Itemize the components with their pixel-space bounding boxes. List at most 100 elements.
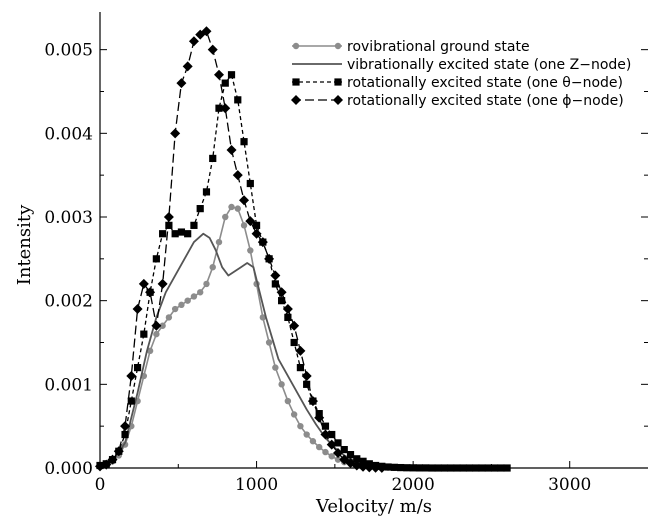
data-point <box>151 320 162 331</box>
data-point <box>153 330 160 338</box>
data-point <box>276 287 287 298</box>
data-point <box>314 412 325 423</box>
data-point <box>209 154 217 163</box>
data-point <box>170 128 181 139</box>
data-point <box>296 363 305 372</box>
data-point <box>376 462 387 473</box>
legend-marker <box>333 95 343 105</box>
x-tick-label: 3000 <box>548 475 591 495</box>
data-point <box>251 228 262 239</box>
data-point <box>232 170 243 181</box>
legend: rovibrational ground state vibrationally … <box>291 39 631 109</box>
data-point <box>326 439 337 450</box>
y-tick-label: 0.004 <box>44 124 93 144</box>
data-point <box>364 462 375 473</box>
data-point <box>222 213 229 221</box>
data-point <box>453 464 461 472</box>
data-point <box>127 397 135 405</box>
data-point <box>132 304 143 315</box>
legend-label: rotationally excited state (one θ−node) <box>347 75 623 91</box>
data-point <box>228 203 235 211</box>
data-point <box>246 179 254 188</box>
data-point <box>497 464 505 472</box>
y-tick-label: 0.000 <box>44 459 93 479</box>
data-point <box>465 464 474 472</box>
data-point <box>328 430 336 439</box>
data-point <box>472 464 480 472</box>
data-point <box>196 205 204 213</box>
legend-entry-2: vibrationally excited state (one Z−node) <box>292 57 631 73</box>
data-point <box>322 448 329 456</box>
data-point <box>188 36 199 47</box>
series-line <box>99 30 382 469</box>
data-point <box>332 447 343 458</box>
data-point <box>226 145 237 156</box>
data-point <box>278 297 286 305</box>
x-tick-label: 2000 <box>392 475 435 495</box>
series-4 <box>95 26 387 473</box>
data-point <box>397 463 405 472</box>
legend-entry-3: rotationally excited state (one θ−node) <box>292 75 623 91</box>
data-point <box>278 381 285 388</box>
data-point <box>159 322 166 329</box>
data-point <box>240 222 248 229</box>
data-point <box>257 237 268 248</box>
data-point <box>447 464 455 472</box>
y-axis-label: Intensity <box>14 204 35 285</box>
y-tick-label: 0.005 <box>44 41 93 61</box>
data-point <box>182 61 193 72</box>
data-point <box>184 297 191 304</box>
data-point <box>297 422 304 430</box>
data-point <box>234 96 242 104</box>
data-point <box>334 456 342 463</box>
data-point <box>201 26 212 37</box>
data-point <box>247 247 254 254</box>
x-tick-label: 0 <box>95 475 106 495</box>
legend-label: rovibrational ground state <box>347 39 530 55</box>
data-point <box>484 464 492 472</box>
data-point <box>271 280 279 288</box>
legend-marker <box>292 78 300 86</box>
plot-series <box>95 26 511 473</box>
data-point <box>490 464 499 472</box>
data-point <box>107 454 118 465</box>
data-point <box>252 221 261 229</box>
data-point <box>120 421 131 432</box>
legend-entry-4: rotationally excited state (one ϕ−node) <box>291 93 624 109</box>
legend-marker <box>334 42 342 50</box>
data-point <box>171 305 179 313</box>
data-point <box>459 464 467 472</box>
data-point <box>202 188 211 196</box>
data-point <box>284 313 292 321</box>
data-point <box>207 44 218 55</box>
data-point <box>440 464 449 472</box>
data-point <box>328 453 335 460</box>
data-point <box>264 253 275 264</box>
data-point <box>213 69 224 80</box>
data-point <box>176 78 187 89</box>
data-point <box>316 443 323 451</box>
data-point <box>177 228 186 236</box>
data-point <box>289 320 300 331</box>
data-point <box>384 463 392 471</box>
data-point <box>272 364 279 371</box>
data-point <box>209 263 216 271</box>
data-point <box>159 230 167 238</box>
data-point <box>340 445 348 454</box>
data-point <box>321 422 330 430</box>
data-point <box>434 464 442 472</box>
data-point <box>270 270 281 281</box>
data-point <box>163 211 174 222</box>
data-point <box>146 347 154 355</box>
data-point <box>221 79 229 87</box>
data-point <box>346 451 355 459</box>
data-point <box>138 278 149 289</box>
data-point <box>203 280 210 288</box>
series-line <box>99 74 508 469</box>
data-point <box>245 216 256 227</box>
data-point <box>140 330 148 338</box>
data-point <box>320 429 331 440</box>
data-point <box>239 195 250 206</box>
